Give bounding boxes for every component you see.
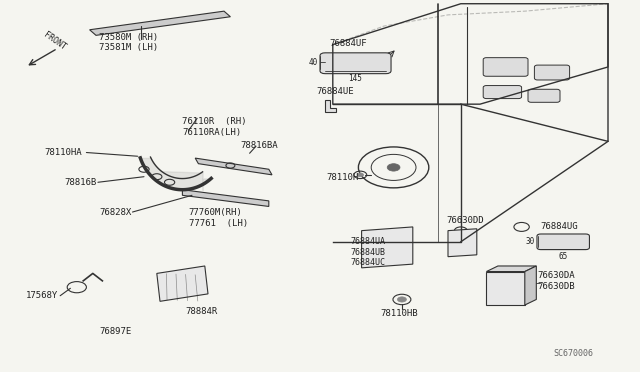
Polygon shape bbox=[90, 11, 230, 35]
Text: SC670006: SC670006 bbox=[554, 349, 594, 358]
Text: 65: 65 bbox=[559, 252, 568, 261]
Polygon shape bbox=[448, 229, 477, 257]
FancyBboxPatch shape bbox=[483, 86, 522, 99]
Text: 73580M (RH)
73581M (LH): 73580M (RH) 73581M (LH) bbox=[99, 33, 158, 52]
Text: 30: 30 bbox=[526, 237, 535, 246]
FancyBboxPatch shape bbox=[528, 89, 560, 102]
Polygon shape bbox=[182, 190, 269, 206]
Polygon shape bbox=[195, 158, 272, 175]
Text: 78110HA: 78110HA bbox=[45, 148, 83, 157]
Text: FRONT: FRONT bbox=[42, 31, 67, 52]
Polygon shape bbox=[486, 272, 525, 305]
Text: 76110R  (RH)
76110RA(LH): 76110R (RH) 76110RA(LH) bbox=[182, 117, 247, 137]
Polygon shape bbox=[486, 266, 536, 272]
Text: 78884R: 78884R bbox=[186, 307, 218, 316]
FancyBboxPatch shape bbox=[537, 234, 589, 250]
Text: 78110H: 78110H bbox=[326, 173, 358, 182]
Text: 76884UF: 76884UF bbox=[330, 39, 367, 48]
Circle shape bbox=[387, 164, 400, 171]
FancyBboxPatch shape bbox=[483, 58, 528, 76]
Text: 78816B: 78816B bbox=[64, 178, 96, 187]
Text: 76897E: 76897E bbox=[99, 327, 131, 336]
Polygon shape bbox=[525, 266, 536, 305]
Text: 76630DD: 76630DD bbox=[447, 216, 484, 225]
Circle shape bbox=[357, 173, 364, 177]
Text: 17568Y: 17568Y bbox=[26, 291, 58, 300]
FancyBboxPatch shape bbox=[534, 65, 570, 80]
Text: 76828X: 76828X bbox=[99, 208, 131, 217]
Text: 78110HB: 78110HB bbox=[380, 309, 418, 318]
Text: 40: 40 bbox=[309, 58, 318, 67]
Text: 76884UG: 76884UG bbox=[541, 222, 579, 231]
Polygon shape bbox=[157, 266, 208, 301]
Text: 78816BA: 78816BA bbox=[240, 141, 278, 150]
Polygon shape bbox=[362, 227, 413, 268]
Polygon shape bbox=[325, 100, 336, 112]
Text: 76884UE: 76884UE bbox=[317, 87, 355, 96]
Text: 76884UA
76884UB
76884UC: 76884UA 76884UB 76884UC bbox=[351, 237, 386, 267]
Text: 76630DA
76630DB: 76630DA 76630DB bbox=[538, 271, 575, 291]
Text: 145: 145 bbox=[348, 74, 362, 83]
Text: 77760M(RH)
77761  (LH): 77760M(RH) 77761 (LH) bbox=[189, 208, 248, 228]
FancyBboxPatch shape bbox=[320, 53, 391, 74]
Circle shape bbox=[397, 297, 406, 302]
